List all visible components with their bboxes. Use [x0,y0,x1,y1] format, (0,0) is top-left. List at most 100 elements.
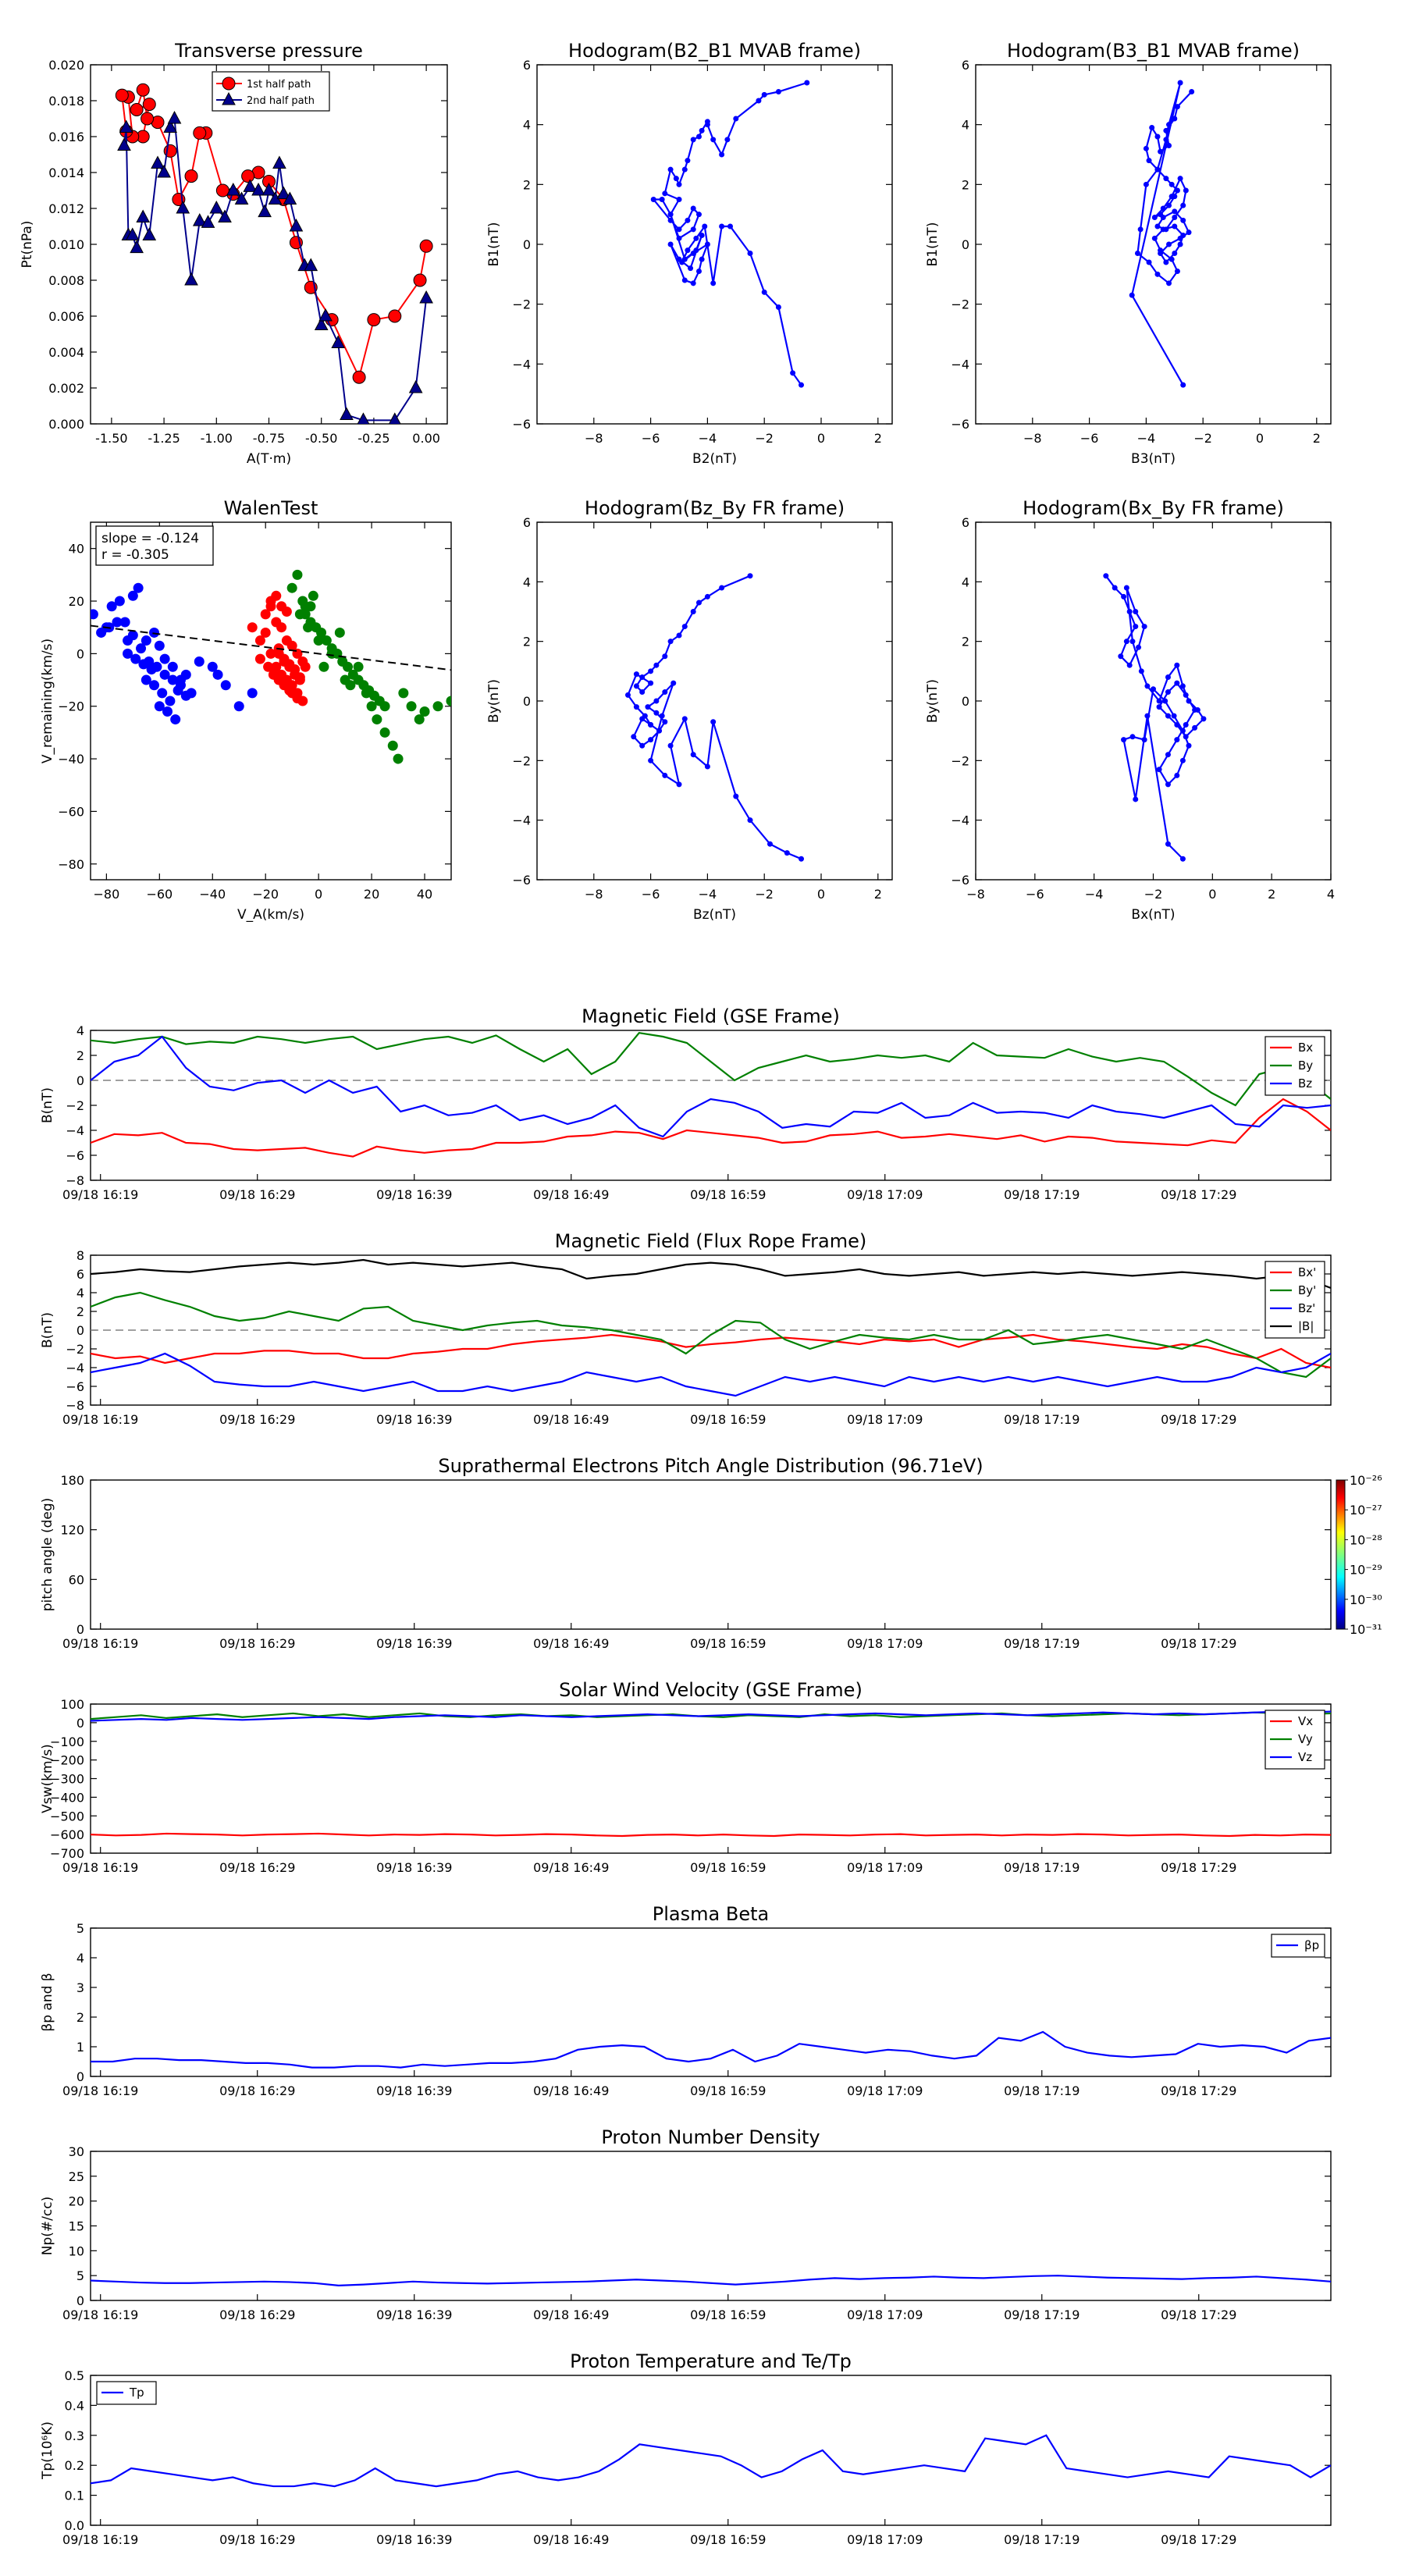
legend: Bx' By' Bz' |B| [1264,1261,1325,1339]
annotation-box [95,525,214,566]
x-tick-label: 20 [364,887,379,902]
y-tick-label: 2 [76,1048,84,1063]
x-tick-label: 0 [817,431,825,446]
data-point [1165,674,1171,680]
scatter-point [366,701,377,712]
scatter-point [130,653,141,664]
data-point [695,133,702,140]
y-tick-label: 0.016 [48,130,84,144]
data-point [667,742,674,749]
time-tick-label: 09/18 16:59 [690,1636,766,1651]
x-tick-label: −4 [699,887,717,902]
panel-proton-density: Proton Number Density 0 5 10 15 20 25 30 Np(#/cc… [40,2126,1332,2322]
y-axis-label: B1(nT) [925,222,941,267]
data-point [650,197,656,202]
data-point [648,668,654,674]
y-tick-label: 0.0 [65,2518,84,2533]
y-tick-label: 180 [60,1473,84,1488]
data-point [1143,181,1149,187]
scatter-point [136,643,147,654]
time-tick-label: 09/18 16:29 [219,2307,295,2322]
time-tick-label: 09/18 16:29 [219,1187,295,1202]
time-tick-label: 09/18 17:29 [1161,2307,1236,2322]
panel-hodogram-b2-b1: Hodogram(B2_B1 MVAB frame) −8 −6 −4 −2 0 2 −6 −4… [486,40,893,467]
plot-frame [536,521,893,881]
y-tick-label: −6 [951,873,969,888]
colorbar [1336,1479,1346,1630]
data-point [1129,734,1136,740]
x-axis-label: V_A(km/s) [237,907,304,923]
data-point [276,186,291,200]
y-tick-label: −6 [512,873,531,888]
data-point [1186,742,1192,749]
data-point [1177,80,1183,86]
time-tick-label: 09/18 17:09 [847,1636,923,1651]
data-point [1134,251,1140,256]
scatter-point [260,627,271,638]
legend: Vx Vy Vz [1264,1710,1325,1770]
scatter-point [292,693,303,704]
legend-label: Bz [1298,1076,1312,1091]
scatter-point [133,582,144,593]
scatter-point [292,569,303,580]
data-point [633,671,639,678]
colorbar-label: 10⁻³⁰ [1350,1592,1382,1607]
y-tick-label: −8 [66,1398,84,1413]
data-point [209,200,224,214]
plot-frame [975,64,1332,425]
data-point [1118,653,1124,660]
data-point [676,235,682,241]
x-axis-label: A(T·m) [247,451,291,467]
time-tick-label: 09/18 17:19 [1004,2307,1080,2322]
x-tick-label: −2 [1193,431,1212,446]
data-point [1174,104,1180,110]
data-point [1166,241,1172,247]
data-point [804,80,810,86]
data-point [1158,148,1164,155]
data-point [142,98,156,112]
data-point [1166,202,1172,208]
y-tick-label: −500 [50,1809,84,1823]
data-point [1186,698,1192,704]
data-point [761,289,767,295]
scatter-point [271,661,282,672]
data-point [1165,713,1171,719]
time-tick-label: 09/18 16:19 [62,2083,138,2098]
y-tick-label: 4 [523,118,531,133]
panel-magnetic-field-gse: Magnetic Field (GSE Frame) −8 −6 −4 −2 0 2 4 B(n… [40,1005,1332,1202]
x-tick-label: −8 [1023,431,1042,446]
scatter-point [446,696,451,706]
data-point [163,119,177,133]
data-point [710,137,717,143]
data-point [1154,166,1161,173]
data-point [676,226,682,233]
y-tick-label: −80 [58,857,84,872]
data-point [1168,256,1175,262]
data-point [1144,683,1151,689]
data-point [157,164,171,178]
data-point [1103,573,1109,579]
legend-label: βp [1304,1938,1319,1952]
panel-walen-test: WalenTest −80 −60 −40 −20 0 20 40 −80 −60 −40 −20 0 2… [40,497,452,923]
time-tick-label: 09/18 17:19 [1004,1187,1080,1202]
scatter-point [112,617,123,628]
series-line [91,1035,1331,1138]
time-tick-label: 09/18 16:39 [376,1636,452,1651]
y-tick-label: 4 [523,575,531,589]
data-point [1168,181,1175,187]
data-point [681,716,688,722]
data-point [136,209,151,222]
legend: Bx By Bz [1264,1036,1325,1096]
y-tick-label: 2 [523,177,531,192]
data-point [653,662,660,668]
legend-label: Vx [1298,1714,1313,1728]
data-point [690,609,696,614]
data-point [289,218,304,232]
data-point [704,119,710,125]
time-tick-label: 09/18 16:49 [533,1187,609,1202]
data-point [1174,722,1180,728]
y-tick-label: 40 [69,542,84,557]
y-axis-label: By(nT) [925,679,941,723]
data-point [1154,271,1161,277]
data-point [648,737,654,743]
